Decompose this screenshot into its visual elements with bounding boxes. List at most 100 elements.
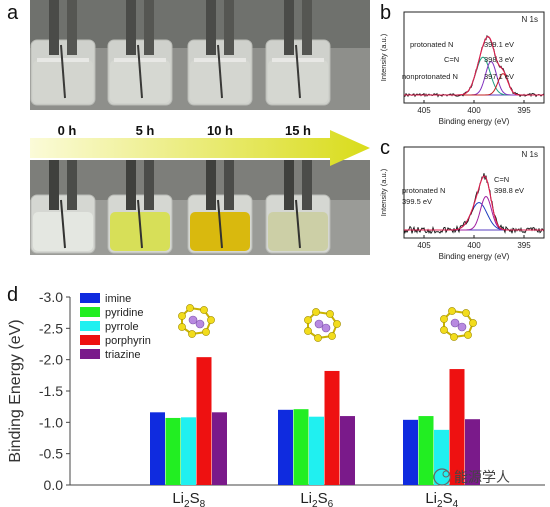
sulfur-atom bbox=[333, 320, 341, 328]
clamp-top-right-0 bbox=[67, 0, 77, 55]
xps-spectrum-b: 405 400 395 Binding energy (eV) Intensity (a… bbox=[379, 11, 545, 126]
y-tick-label: -3.0 bbox=[39, 289, 63, 305]
sulfur-atom bbox=[326, 310, 334, 318]
legend-label-pyrrole: pyrrole bbox=[105, 321, 139, 333]
clamp-top-wire-1 bbox=[137, 44, 143, 99]
x-category-label: Li2S8 bbox=[172, 490, 205, 507]
clamp-bottom-wire-0 bbox=[60, 199, 66, 249]
xps-annotation-5: 397.1 eV bbox=[484, 72, 514, 81]
time-label-0: 0 h bbox=[58, 123, 77, 138]
bottom-photo-clamp-shadow bbox=[30, 160, 370, 200]
legend-swatch-pyrrole bbox=[80, 321, 100, 331]
sulfur-atom bbox=[188, 330, 196, 338]
clamp-bottom-right-3 bbox=[302, 160, 312, 210]
lithium-atom bbox=[457, 322, 467, 332]
bar-triazine-Li2S8 bbox=[212, 412, 227, 485]
y-tick-label: -1.0 bbox=[39, 414, 63, 430]
xps-annotation-2: protonated N bbox=[402, 186, 445, 195]
clamp-top-right-3 bbox=[302, 0, 312, 55]
panel-label-b: b bbox=[380, 2, 392, 24]
xps-annotation-0: protonated N bbox=[410, 40, 453, 49]
clamp-top-left-2 bbox=[206, 0, 216, 55]
legend-swatch-imine bbox=[80, 293, 100, 303]
sulfur-atom bbox=[207, 316, 215, 324]
clamp-bottom-wire-1 bbox=[137, 199, 143, 249]
xps-annotation-4: nonprotonated N bbox=[402, 72, 458, 81]
clamp-bottom-right-0 bbox=[67, 160, 77, 210]
bar-triazine-Li2S4 bbox=[465, 419, 480, 485]
xps-envelope bbox=[404, 175, 544, 231]
sulfur-atom bbox=[178, 323, 186, 331]
clamp-bottom-left-2 bbox=[206, 160, 216, 210]
xps-ylabel: Intensity (a.u.) bbox=[379, 33, 388, 81]
sulfur-atom bbox=[450, 333, 458, 341]
xps-title: N 1s bbox=[522, 150, 538, 159]
xps-annotation-0: C=N bbox=[494, 175, 509, 184]
xps-frame bbox=[403, 11, 545, 104]
xps-annotation-2: C=N bbox=[444, 55, 459, 64]
time-label-1: 5 h bbox=[136, 123, 155, 138]
sulfur-atom bbox=[328, 332, 336, 340]
li2s-cluster-icon-1 bbox=[304, 308, 341, 342]
sulfur-atom bbox=[304, 327, 312, 335]
xps-xtick-label: 405 bbox=[417, 241, 431, 250]
bar-pyridine-Li2S6 bbox=[293, 409, 309, 485]
li2s-cluster-icon-0 bbox=[178, 304, 215, 338]
x-category-label: Li2S6 bbox=[300, 490, 333, 507]
xps-title: N 1s bbox=[522, 15, 538, 24]
bar-porphyrin-Li2S6 bbox=[324, 370, 340, 485]
time-label-2: 10 h bbox=[207, 123, 233, 138]
panel-label-d: d bbox=[7, 284, 19, 306]
bar-triazine-Li2S6 bbox=[340, 416, 355, 485]
sulfur-atom bbox=[440, 326, 448, 334]
panel-a-photo: 0 h 5 h 10 h 15 h bbox=[30, 0, 370, 255]
xps-xtick-label: 395 bbox=[517, 106, 531, 115]
bar-pyridine-Li2S4 bbox=[418, 416, 434, 485]
clamp-bottom-wire-3 bbox=[295, 199, 301, 249]
xps-ylabel: Intensity (a.u.) bbox=[379, 168, 388, 216]
xps-frame bbox=[403, 146, 545, 239]
y-tick-label: -0.5 bbox=[39, 446, 63, 462]
y-tick-label: -2.0 bbox=[39, 352, 63, 368]
x-category-label: Li2S4 bbox=[425, 490, 458, 507]
xps-xtick-label: 395 bbox=[517, 241, 531, 250]
bar-porphyrin-Li2S8 bbox=[196, 357, 212, 485]
xps-xtick-label: 405 bbox=[417, 106, 431, 115]
clamp-top-wire-2 bbox=[217, 44, 223, 99]
legend-label-pyridine: pyridine bbox=[105, 307, 144, 319]
clamp-top-right-1 bbox=[144, 0, 154, 55]
clamp-top-wire-0 bbox=[60, 44, 66, 99]
sulfur-atom bbox=[464, 331, 472, 339]
clamp-top-left-0 bbox=[49, 0, 59, 55]
sulfur-atom bbox=[440, 315, 448, 323]
bar-pyridine-Li2S8 bbox=[165, 417, 181, 485]
lithium-atom bbox=[321, 323, 331, 333]
y-tick-label: -2.5 bbox=[39, 320, 63, 336]
clamp-bottom-right-1 bbox=[144, 160, 154, 210]
y-axis-title: Binding Energy (eV) bbox=[7, 319, 24, 462]
bar-imine-Li2S6 bbox=[278, 409, 293, 485]
clamp-top-left-1 bbox=[126, 0, 136, 55]
clamp-bottom-left-1 bbox=[126, 160, 136, 210]
xps-annotation-3: 399.5 eV bbox=[402, 197, 432, 206]
watermark-logo-inner-icon bbox=[442, 470, 450, 478]
xps-xtick-label: 400 bbox=[467, 106, 481, 115]
bar-imine-Li2S8 bbox=[150, 412, 165, 485]
sulfur-atom bbox=[202, 328, 210, 336]
panel-label-c: c bbox=[380, 137, 390, 159]
legend-label-triazine: triazine bbox=[105, 349, 140, 361]
clamp-top-wire-3 bbox=[295, 44, 301, 99]
bar-porphyrin-Li2S4 bbox=[449, 369, 465, 485]
y-tick-label: -1.5 bbox=[39, 383, 63, 399]
bar-pyrrole-Li2S6 bbox=[309, 416, 324, 485]
watermark: 能源学人 bbox=[433, 468, 510, 486]
sulfur-atom bbox=[469, 319, 477, 327]
lithium-atom bbox=[314, 319, 324, 329]
xps-annotation-1: 398.8 eV bbox=[494, 186, 524, 195]
clamp-top-right-2 bbox=[224, 0, 234, 55]
lithium-atom bbox=[450, 318, 460, 328]
clamp-bottom-left-3 bbox=[284, 160, 294, 210]
binding-energy-chart: -3.0 -2.5 -2.0 -1.5 -1.0 -0.5 0.0 Binding Energ… bbox=[7, 289, 545, 507]
watermark-text: 能源学人 bbox=[454, 469, 510, 485]
xps-envelope bbox=[404, 35, 544, 96]
